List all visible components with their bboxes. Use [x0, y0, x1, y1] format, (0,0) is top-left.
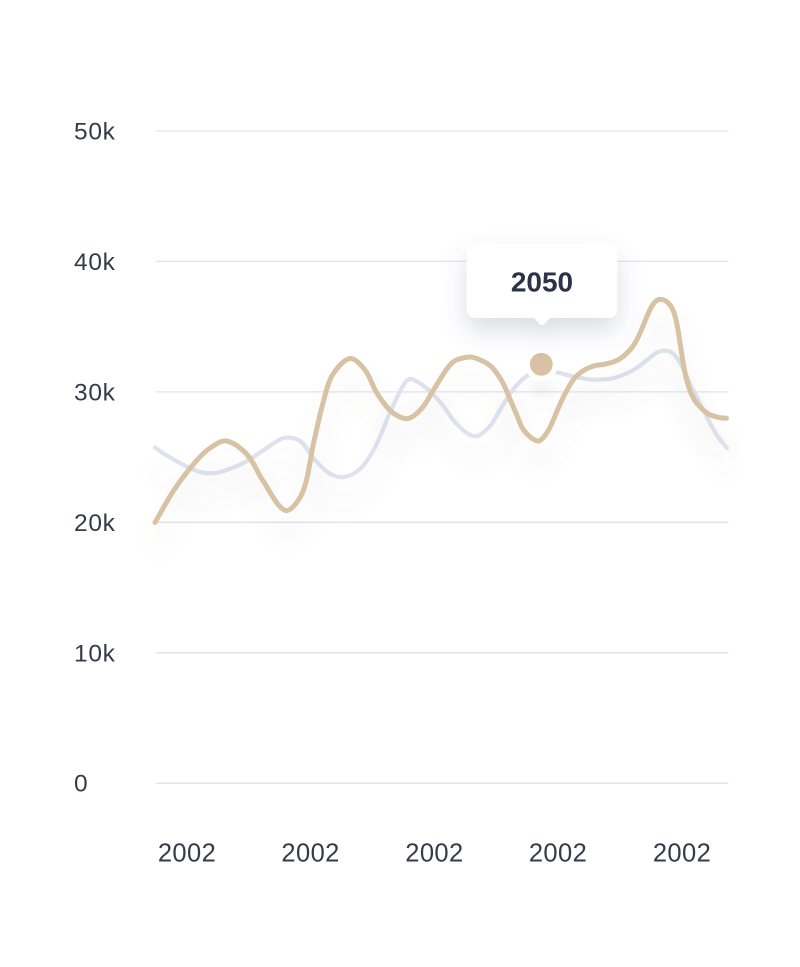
- svg-text:30k: 30k: [74, 379, 116, 406]
- svg-text:2002: 2002: [405, 840, 463, 868]
- svg-text:2002: 2002: [653, 840, 711, 868]
- svg-text:2050: 2050: [511, 267, 573, 298]
- svg-text:50k: 50k: [74, 119, 116, 146]
- svg-text:2002: 2002: [529, 840, 587, 868]
- svg-text:0: 0: [74, 771, 88, 798]
- svg-text:2002: 2002: [281, 840, 339, 868]
- svg-text:40k: 40k: [74, 249, 116, 276]
- svg-text:20k: 20k: [74, 510, 116, 537]
- svg-text:2002: 2002: [158, 840, 216, 868]
- svg-text:10k: 10k: [74, 640, 116, 667]
